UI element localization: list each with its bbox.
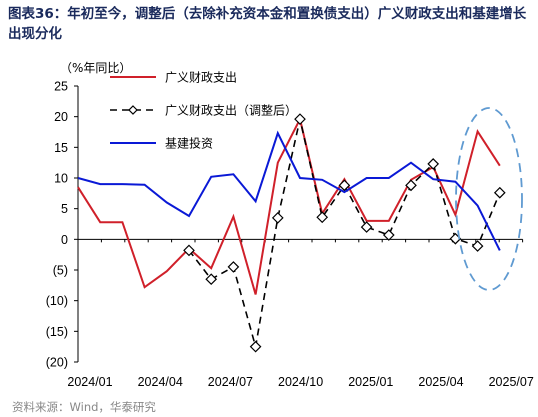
x-tick-label: 2025/01 xyxy=(348,375,393,389)
chart-axes: 25 20 15 10 5 0 (5) (10) (15) (20) 2024/01 2024/04 2… xyxy=(46,61,534,389)
legend-label-2: 基建投资 xyxy=(165,136,213,151)
series-marker xyxy=(471,240,484,252)
x-tick-label: 2025/04 xyxy=(418,375,463,389)
y-tick-label: (15) xyxy=(46,325,68,339)
y-tick-label: 0 xyxy=(61,233,68,247)
series-marker xyxy=(294,113,306,125)
series-marker xyxy=(227,261,240,273)
series-marker xyxy=(338,179,351,192)
series-line-1 xyxy=(188,118,501,347)
series-marker xyxy=(271,212,284,224)
series-marker xyxy=(183,244,195,257)
y-tick-label: (10) xyxy=(46,294,68,308)
x-tick-label: 2024/10 xyxy=(278,375,323,389)
legend-label-0: 广义财政支出 xyxy=(165,71,237,85)
y-tick-label: (5) xyxy=(53,264,68,278)
series-marker xyxy=(405,179,417,192)
series-marker xyxy=(249,340,262,353)
y-tick-label: 5 xyxy=(61,202,68,216)
figure-title: 图表36：年初至今，调整后（去除补充资本金和置换债支出）广义财政支出和基建增长出… xyxy=(8,6,527,42)
y-tick-label: 10 xyxy=(54,172,68,186)
y-unit-label: （%年同比） xyxy=(60,61,131,75)
series-marker xyxy=(382,229,395,241)
series-marker xyxy=(360,221,373,233)
legend-marker xyxy=(128,105,138,115)
x-tick-label: 2024/07 xyxy=(208,375,253,389)
y-tick-label: (20) xyxy=(46,356,68,370)
x-tick-label: 2024/01 xyxy=(67,375,112,389)
series-marker xyxy=(427,158,440,170)
series-line-2 xyxy=(77,130,501,251)
series-marker xyxy=(493,186,506,199)
source-note: 资料来源：Wind，华泰研究 xyxy=(12,400,156,414)
y-tick-label: 15 xyxy=(54,141,68,155)
series-marker xyxy=(316,211,329,224)
chart-plot-area xyxy=(77,113,506,353)
x-tick-label: 2025/07 xyxy=(489,375,534,389)
y-tick-label: 20 xyxy=(54,110,68,124)
legend-label-1: 广义财政支出（调整后） xyxy=(165,103,297,118)
x-tick-label: 2024/04 xyxy=(138,375,183,389)
chart-annotation xyxy=(455,107,523,291)
y-tick-label: 25 xyxy=(54,80,68,94)
highlight-ellipse xyxy=(455,107,523,291)
series-line-0 xyxy=(77,116,501,295)
series-marker xyxy=(205,273,218,286)
